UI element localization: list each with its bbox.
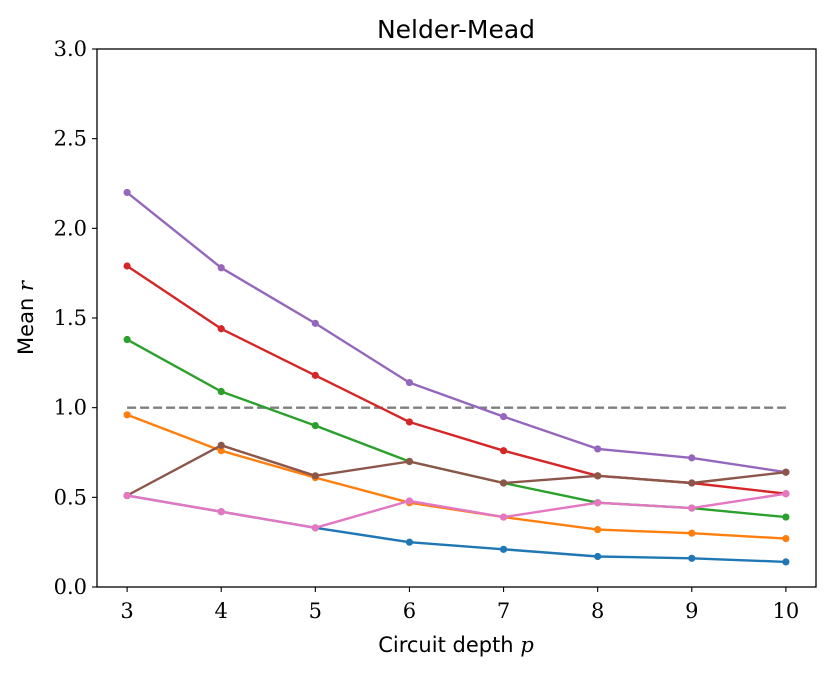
- x-tick-label: 5: [309, 599, 322, 623]
- series-2-point: [217, 447, 225, 455]
- x-tick-label: 3: [120, 599, 133, 623]
- series-2-point: [782, 534, 790, 543]
- series-1-point: [594, 552, 602, 561]
- y-tick-label: 3.0: [54, 37, 87, 61]
- series-1-point: [782, 558, 790, 566]
- series-5-point: [123, 188, 131, 197]
- x-tick-label: 6: [403, 599, 416, 623]
- y-tick-label: 2.5: [54, 127, 87, 151]
- series-4-point: [405, 418, 414, 426]
- chart-title: Nelder-Mead: [377, 15, 535, 44]
- x-axis-label: Circuit depth p: [378, 633, 534, 657]
- y-tick-label: 2.0: [54, 216, 87, 240]
- series-4-point: [499, 447, 508, 455]
- x-tick-label: 8: [591, 599, 604, 623]
- series-6-point: [311, 472, 319, 480]
- series-3-point: [311, 422, 319, 430]
- x-tick-label: 9: [685, 599, 698, 623]
- series-6-point: [499, 479, 508, 487]
- series-6-point: [782, 468, 790, 476]
- y-tick-label: 0.5: [54, 485, 87, 509]
- series-1-point: [499, 545, 508, 553]
- series-5-point: [688, 454, 696, 462]
- x-tick-label: 4: [215, 599, 228, 623]
- series-5-point: [594, 445, 602, 453]
- series-5-point: [405, 378, 414, 387]
- series-7-point: [217, 508, 225, 516]
- series-5-point: [311, 319, 319, 327]
- series-7-point: [688, 504, 696, 512]
- series-line-7: [126, 492, 787, 529]
- series-6-point: [594, 472, 602, 480]
- plot-frame: [96, 48, 817, 588]
- series-7-point: [123, 491, 131, 500]
- series-1-point: [405, 538, 414, 546]
- y-tick-label: 1.0: [54, 396, 87, 420]
- series-line-6: [126, 444, 787, 497]
- series-7-point: [594, 499, 602, 507]
- series-2-point: [688, 529, 696, 537]
- x-tick-label: 10: [773, 599, 800, 623]
- series-7-point: [782, 490, 790, 498]
- series-2-point: [594, 526, 602, 534]
- series-5-point: [217, 264, 225, 272]
- series-4-point: [217, 325, 225, 333]
- series-3-point: [217, 387, 225, 396]
- series-3-point: [782, 513, 790, 521]
- series-6-point: [688, 479, 696, 487]
- series-3-point: [123, 335, 131, 344]
- series-4-point: [123, 262, 131, 270]
- series-line-2: [126, 413, 786, 540]
- y-axis-label: Mean r: [14, 279, 38, 355]
- series-7-point: [499, 513, 508, 521]
- series-line-4: [126, 265, 787, 495]
- series-5-point: [499, 413, 508, 421]
- y-tick-label: 0.0: [54, 575, 87, 599]
- series-7-point: [311, 524, 319, 532]
- series-6-point: [405, 457, 414, 466]
- x-tick-label: 7: [497, 599, 510, 623]
- series-6-point: [217, 441, 225, 449]
- series-line-5: [126, 191, 787, 474]
- series-7-point: [405, 497, 414, 505]
- series-1-point: [688, 554, 696, 562]
- series-2-point: [123, 411, 131, 419]
- series-line-3: [126, 338, 787, 519]
- series-line-1: [126, 494, 786, 564]
- y-tick-label: 1.5: [54, 306, 87, 330]
- series-4-point: [311, 371, 319, 379]
